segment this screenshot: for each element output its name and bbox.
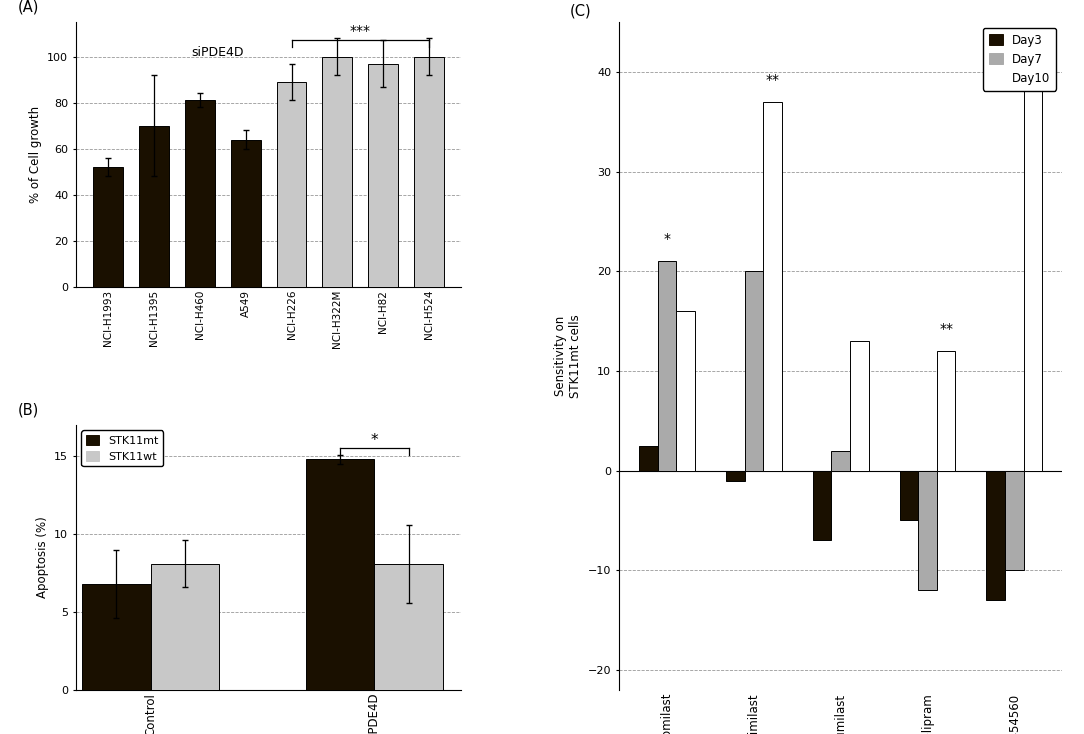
- Bar: [813, 470, 831, 540]
- Text: (B): (B): [18, 402, 39, 418]
- Bar: [763, 102, 782, 470]
- Bar: [82, 584, 151, 690]
- Text: *: *: [663, 233, 671, 247]
- Y-axis label: Sensitivity on
STK11mt cells: Sensitivity on STK11mt cells: [554, 314, 582, 398]
- Bar: [1005, 470, 1023, 570]
- Text: *: *: [1030, 43, 1036, 57]
- Bar: [986, 470, 1005, 600]
- Text: **: **: [765, 73, 779, 87]
- Bar: [369, 64, 398, 287]
- Bar: [937, 351, 955, 470]
- Text: (A): (A): [18, 0, 39, 15]
- Bar: [276, 82, 307, 287]
- Bar: [93, 167, 124, 287]
- Bar: [1023, 72, 1042, 470]
- Legend: Day3, Day7, Day10: Day3, Day7, Day10: [983, 28, 1057, 90]
- Bar: [414, 57, 444, 287]
- Bar: [231, 139, 260, 287]
- Bar: [374, 564, 442, 690]
- Bar: [900, 470, 918, 520]
- Bar: [918, 470, 937, 590]
- Bar: [640, 446, 658, 470]
- Bar: [745, 272, 763, 470]
- Legend: STK11mt, STK11wt: STK11mt, STK11wt: [81, 430, 163, 467]
- Bar: [726, 470, 745, 481]
- Text: siPDE4D: siPDE4D: [192, 46, 244, 59]
- Bar: [323, 57, 352, 287]
- Text: ***: ***: [350, 24, 371, 38]
- Bar: [185, 101, 215, 287]
- Bar: [658, 261, 676, 470]
- Text: *: *: [371, 432, 378, 448]
- Bar: [850, 341, 868, 470]
- Text: **: **: [939, 322, 953, 336]
- Bar: [139, 126, 169, 287]
- Y-axis label: Apoptosis (%): Apoptosis (%): [36, 517, 49, 598]
- Bar: [831, 451, 850, 470]
- Bar: [151, 564, 219, 690]
- Text: (C): (C): [570, 4, 592, 18]
- Bar: [306, 459, 374, 690]
- Y-axis label: % of Cell growth: % of Cell growth: [28, 106, 41, 203]
- Bar: [676, 311, 695, 470]
